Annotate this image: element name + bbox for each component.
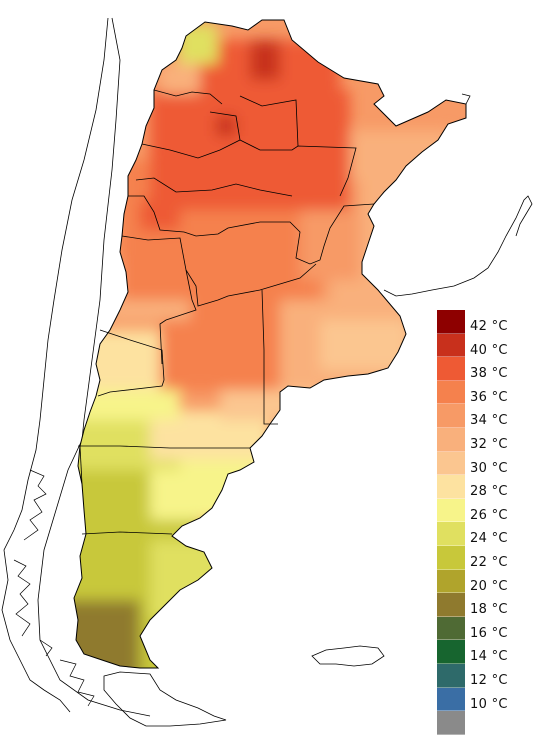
legend-item: 28 °C [437, 475, 535, 499]
legend-swatch [437, 593, 465, 617]
legend-item: 24 °C [437, 522, 535, 546]
legend-label: 24 °C [470, 531, 508, 547]
legend-item: 38 °C [437, 357, 535, 381]
legend-label: 22 °C [470, 554, 508, 570]
legend-item: 18 °C [437, 593, 535, 617]
legend-swatch [437, 333, 465, 358]
legend-item: 12 °C [437, 663, 535, 688]
legend-label: 32 °C [470, 436, 508, 452]
legend-item: 20 °C [437, 569, 535, 594]
legend-swatch [437, 545, 465, 570]
legend-label: 18 °C [470, 602, 508, 618]
chile-border [37, 17, 151, 717]
legend-swatch [437, 475, 465, 499]
legend-item: 10 °C [437, 687, 535, 712]
legend-item: 36 °C [437, 380, 535, 405]
legend-label: 26 °C [470, 507, 508, 523]
legend-swatch [437, 569, 465, 594]
legend-label: 34 °C [470, 413, 508, 429]
legend-label: 14 °C [470, 649, 508, 665]
legend-item: 30 °C [437, 451, 535, 476]
legend-label: 16 °C [470, 625, 508, 641]
legend-swatch [437, 498, 465, 523]
legend-label: 30 °C [470, 460, 508, 476]
chile-coast [1, 17, 109, 713]
legend-item: 42 °C [437, 310, 535, 334]
legend-swatch [437, 616, 465, 641]
legend-swatch [437, 380, 465, 405]
legend-label: 20 °C [470, 578, 508, 594]
legend-label: 36 °C [470, 389, 508, 405]
uruguay-coast [383, 195, 533, 297]
legend-label: 42 °C [470, 319, 508, 334]
legend-swatch [437, 663, 465, 688]
legend-label: 10 °C [470, 696, 508, 712]
legend-label: 40 °C [470, 342, 508, 358]
legend-swatch [437, 357, 465, 381]
legend-swatch [437, 687, 465, 712]
legend-swatch [437, 451, 465, 476]
tierra-del-fuego [103, 671, 227, 727]
legend-item: 34 °C [437, 404, 535, 428]
legend-swatch [437, 522, 465, 546]
legend-swatch [437, 640, 465, 664]
brazil-edge [461, 93, 471, 105]
legend-item: 14 °C [437, 640, 535, 664]
legend-item: 16 °C [437, 616, 535, 641]
malvinas [311, 645, 385, 667]
legend-item: 22 °C [437, 545, 535, 570]
legend-swatch [437, 404, 465, 428]
legend-item: 32 °C [437, 427, 535, 452]
legend-label: 38 °C [470, 366, 508, 382]
legend-swatch [437, 711, 465, 735]
coastal-islands [13, 469, 95, 707]
province-borders [78, 89, 375, 535]
legend-item: 40 °C [437, 333, 535, 358]
legend-swatch [437, 427, 465, 452]
legend-item: 26 °C [437, 498, 535, 523]
legend-label: 28 °C [470, 484, 508, 500]
neighbor-outlines [1, 17, 533, 727]
legend-swatch [437, 310, 465, 334]
legend-item [437, 711, 535, 735]
temperature-legend: 42 °C 40 °C 38 °C 36 °C 34 °C 32 °C 30 °C 28 °C… [437, 310, 535, 735]
legend-label: 12 °C [470, 672, 508, 688]
